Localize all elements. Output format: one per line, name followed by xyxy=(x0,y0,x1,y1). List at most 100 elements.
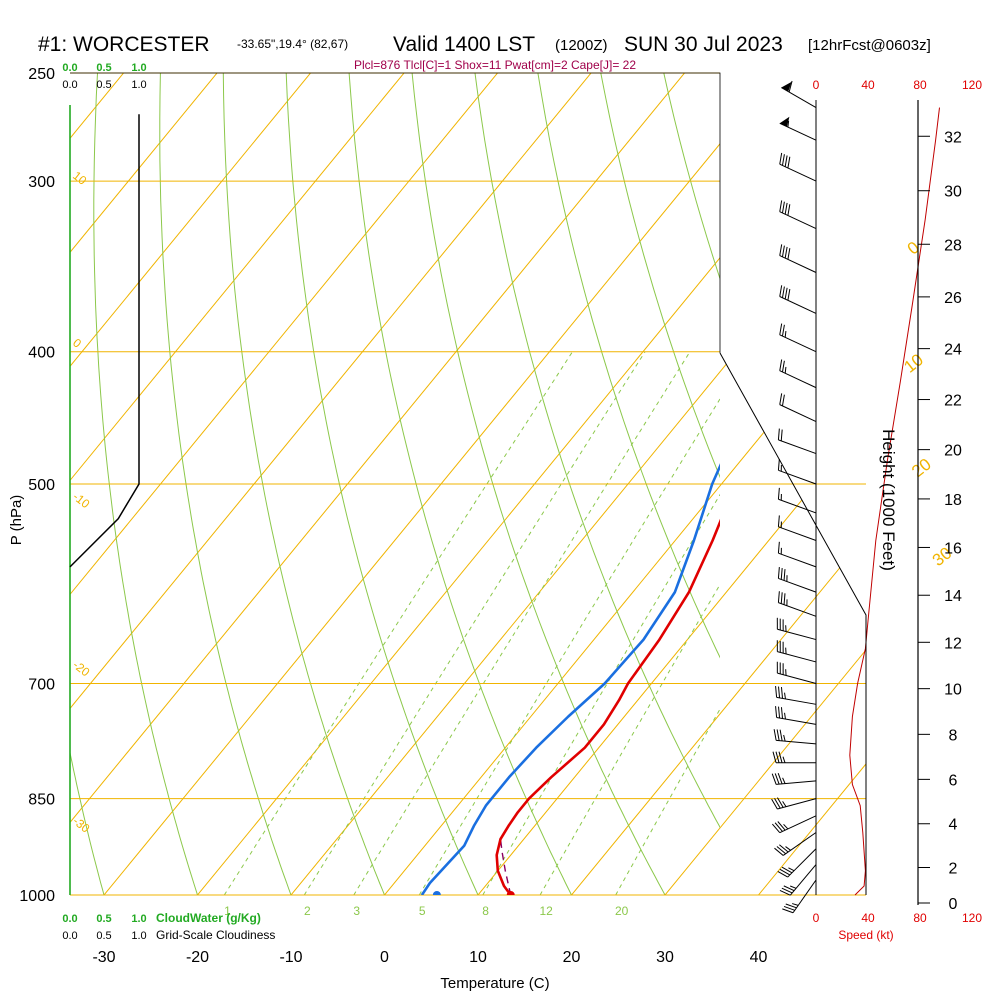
wind-barb-staff xyxy=(777,651,817,663)
cloudiness-line xyxy=(69,114,140,568)
wind-barb xyxy=(777,487,817,514)
wind-barb-half xyxy=(790,885,797,889)
wind-barb-full xyxy=(781,286,785,298)
wind-barb xyxy=(775,706,817,725)
wind-barb-full xyxy=(779,844,789,853)
wind-barb-full xyxy=(777,870,788,878)
wind-barb xyxy=(771,773,817,785)
height-tick-label: 2 xyxy=(949,861,958,878)
pressure-label: 700 xyxy=(28,677,55,694)
isotherm-line xyxy=(70,73,607,895)
wind-barb-staff xyxy=(777,672,817,684)
cloud-top-label-2: 1.0 xyxy=(131,62,146,74)
wind-barb xyxy=(772,751,816,764)
wind-barb-staff xyxy=(776,716,817,725)
cloudiness-top-label-0: 0.0 xyxy=(62,79,77,91)
wind-barb-half xyxy=(784,366,787,374)
wind-barb-full xyxy=(783,593,786,605)
dry-adiabat-line xyxy=(411,73,666,895)
isotherm-lines xyxy=(70,73,866,895)
surface-dewpoint-dot xyxy=(432,891,441,895)
mixing-ratio-label: 5 xyxy=(419,904,426,918)
wind-barb-staff xyxy=(779,163,817,182)
wind-barb-full xyxy=(781,866,793,874)
isotherm-line xyxy=(360,73,866,895)
wind-barb-half xyxy=(784,330,787,338)
cloudiness-top-label-1: 0.5 xyxy=(96,79,111,91)
wind-barb-staff xyxy=(777,798,817,810)
cloud-bottom-label-2: 1.0 xyxy=(131,913,146,925)
mixing-ratio-label: 20 xyxy=(615,904,629,918)
pressure-label: 1000 xyxy=(19,888,55,905)
speed-tick-bottom: 0 xyxy=(813,911,820,925)
height-tick-label: 18 xyxy=(944,492,962,509)
wind-barb-staff xyxy=(792,879,817,914)
dry-adiabat-line xyxy=(159,73,292,895)
isotherm-line xyxy=(70,73,700,895)
temperature-tick-label: 30 xyxy=(656,949,674,966)
height-tick-label: 26 xyxy=(944,290,962,307)
wind-barb-full xyxy=(782,908,794,914)
wind-barb-full xyxy=(778,686,781,698)
wind-barb-full xyxy=(787,204,791,216)
wind-barb-full xyxy=(771,823,781,834)
temperature-tick-label: 40 xyxy=(750,949,768,966)
wind-barb-full xyxy=(783,885,795,892)
dry-adiabat-line xyxy=(222,73,386,895)
mixing-ratio-label: 3 xyxy=(353,904,360,918)
wind-barb-full xyxy=(779,323,783,335)
wind-barb-half xyxy=(782,777,786,784)
y-axis-title: P (hPa) xyxy=(8,495,25,546)
isotherm-line xyxy=(547,73,866,895)
wind-barb xyxy=(773,729,817,745)
dry-adiabat-line xyxy=(721,49,1000,924)
dry-adiabat-line xyxy=(70,750,105,895)
isotherm-line xyxy=(70,73,326,895)
wind-barb-half xyxy=(785,846,791,851)
isobar-lines xyxy=(70,72,866,896)
wind-barb xyxy=(782,879,817,914)
wind-barb-staff xyxy=(778,577,817,593)
height-tick-label: 32 xyxy=(944,129,962,146)
mixing-ratio-label: 2 xyxy=(304,904,311,918)
cloud-bottom-label-0: 0.0 xyxy=(62,913,77,925)
wind-barb-flag xyxy=(781,81,792,92)
height-axis-title: Height (1000 Feet) xyxy=(879,429,898,571)
wind-barb-half xyxy=(782,756,786,763)
wind-barb-full xyxy=(785,903,797,909)
wind-barb-full xyxy=(775,685,778,698)
cloudiness-label: Grid-Scale Cloudiness xyxy=(156,928,275,942)
cloud-scale-bottom: 0.0 0.5 1.0 CloudWater (g/Kg) 0.0 0.5 1.… xyxy=(62,911,275,942)
dry-adiabat-line xyxy=(285,73,479,895)
wind-barb-half xyxy=(783,823,789,830)
speed-tick-top: 0 xyxy=(813,78,820,92)
speed-tick-top: 40 xyxy=(861,78,875,92)
wind-barb xyxy=(779,244,817,273)
mixing-ratio-line xyxy=(539,583,720,895)
wind-barb xyxy=(777,848,817,878)
wind-barb-staff xyxy=(776,696,817,705)
wind-speed-line xyxy=(849,107,940,896)
wind-barb-half xyxy=(787,120,790,128)
wind-barb-full xyxy=(779,285,783,297)
wind-barb-full xyxy=(778,706,781,719)
wind-barb-full xyxy=(781,154,785,166)
wind-barb-staff xyxy=(789,864,817,896)
wind-barb-full xyxy=(777,591,780,603)
wind-speed-profile xyxy=(719,107,940,896)
wind-barb-full xyxy=(780,568,783,580)
dry-adiabat-line xyxy=(537,73,720,659)
wind-panel-border xyxy=(719,352,867,895)
wind-barb xyxy=(777,428,817,455)
wind-barb-staff xyxy=(776,739,817,745)
dry-adiabat-line xyxy=(348,73,573,895)
surface-temperature-dot xyxy=(506,891,515,895)
wind-barb-full xyxy=(774,798,781,809)
speed-tick-top: 120 xyxy=(962,78,982,92)
wind-barb-full xyxy=(777,487,780,500)
height-tick-label: 14 xyxy=(944,588,962,605)
wind-barb-full xyxy=(776,797,784,808)
wind-barb-staff xyxy=(778,498,817,514)
